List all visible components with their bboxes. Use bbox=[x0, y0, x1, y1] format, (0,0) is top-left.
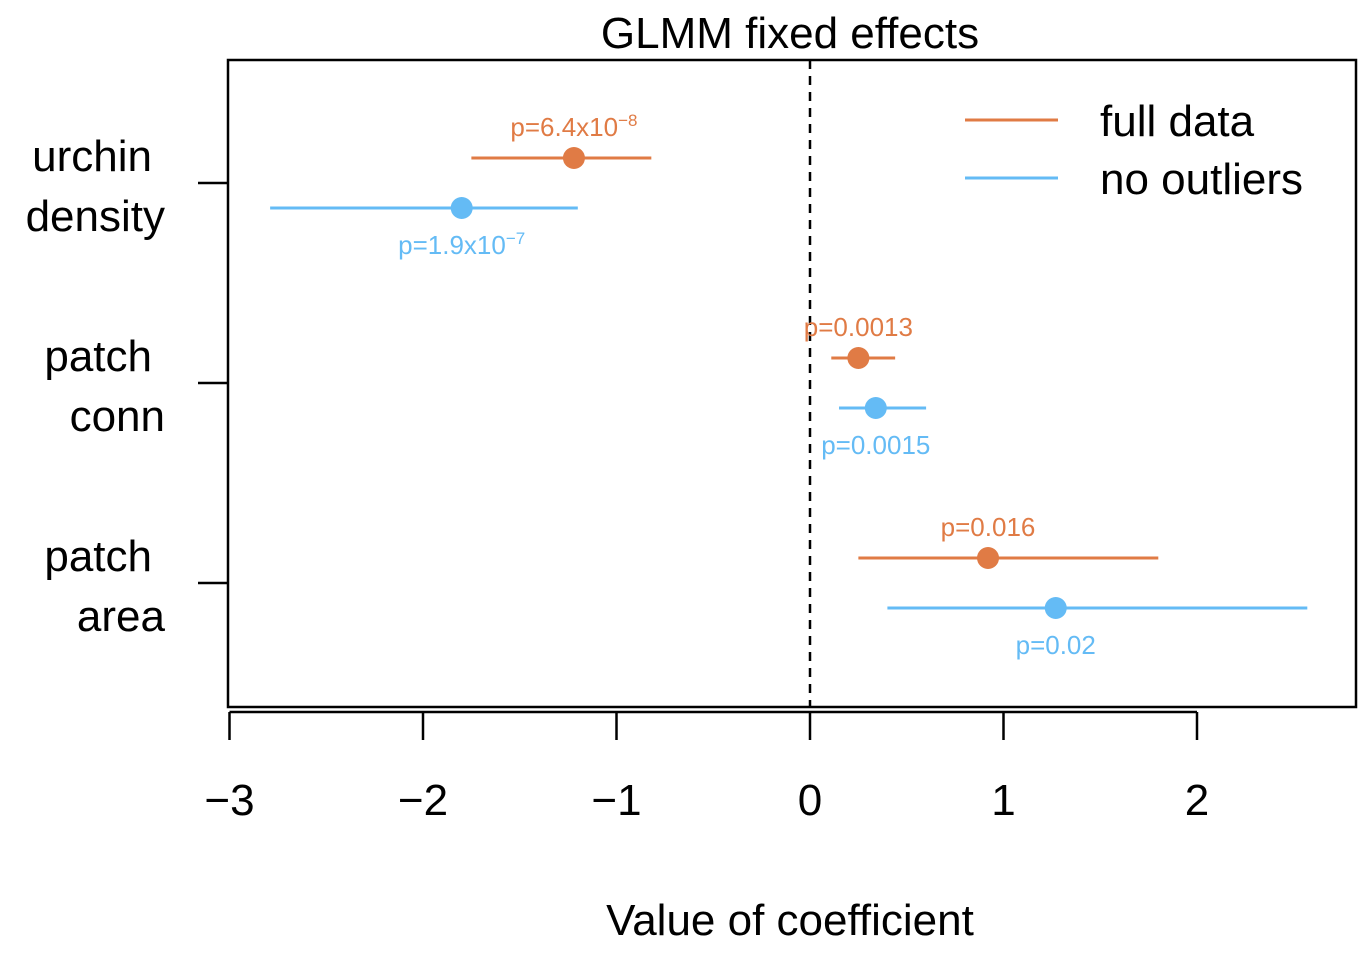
estimate-point bbox=[864, 397, 887, 419]
p-value-label: p=0.0013 bbox=[804, 312, 913, 342]
x-axis-label: Value of coefficient bbox=[606, 896, 974, 945]
y-category-label: patch area bbox=[44, 532, 165, 641]
x-axis: −3 −2 −1 0 1 2 bbox=[204, 710, 1209, 825]
x-tick-label: 0 bbox=[798, 776, 822, 825]
y-category-label: patch conn bbox=[44, 332, 165, 441]
estimate-point bbox=[562, 147, 585, 169]
legend-label: no outliers bbox=[1100, 155, 1303, 204]
x-tick-label: −1 bbox=[591, 776, 641, 825]
chart-title: GLMM fixed effects bbox=[601, 9, 979, 58]
x-tick-label: −3 bbox=[204, 776, 254, 825]
estimate-point bbox=[847, 347, 870, 369]
estimate-point bbox=[1044, 597, 1067, 619]
p-value-label: p=0.016 bbox=[941, 512, 1036, 542]
data-marks: p=6.4x10−8 p=0.0013 p=0.016 p=1.9x10−7 p=0.0… bbox=[270, 111, 1308, 660]
estimate-point bbox=[450, 197, 473, 219]
estimate-point bbox=[977, 547, 1000, 569]
y-category-label: urchin density bbox=[26, 132, 165, 241]
p-value-label: p=1.9x10−7 bbox=[398, 229, 525, 260]
p-value-label: p=0.0015 bbox=[821, 430, 930, 460]
x-tick-label: −2 bbox=[398, 776, 448, 825]
legend: full data no outliers bbox=[965, 97, 1303, 204]
y-axis: urchin density patch conn patch area bbox=[26, 132, 228, 641]
legend-label: full data bbox=[1100, 97, 1255, 146]
x-tick-label: 2 bbox=[1185, 776, 1209, 825]
x-tick-label: 1 bbox=[991, 776, 1015, 825]
p-value-label: p=0.02 bbox=[1016, 630, 1096, 660]
p-value-label: p=6.4x10−8 bbox=[510, 111, 637, 142]
